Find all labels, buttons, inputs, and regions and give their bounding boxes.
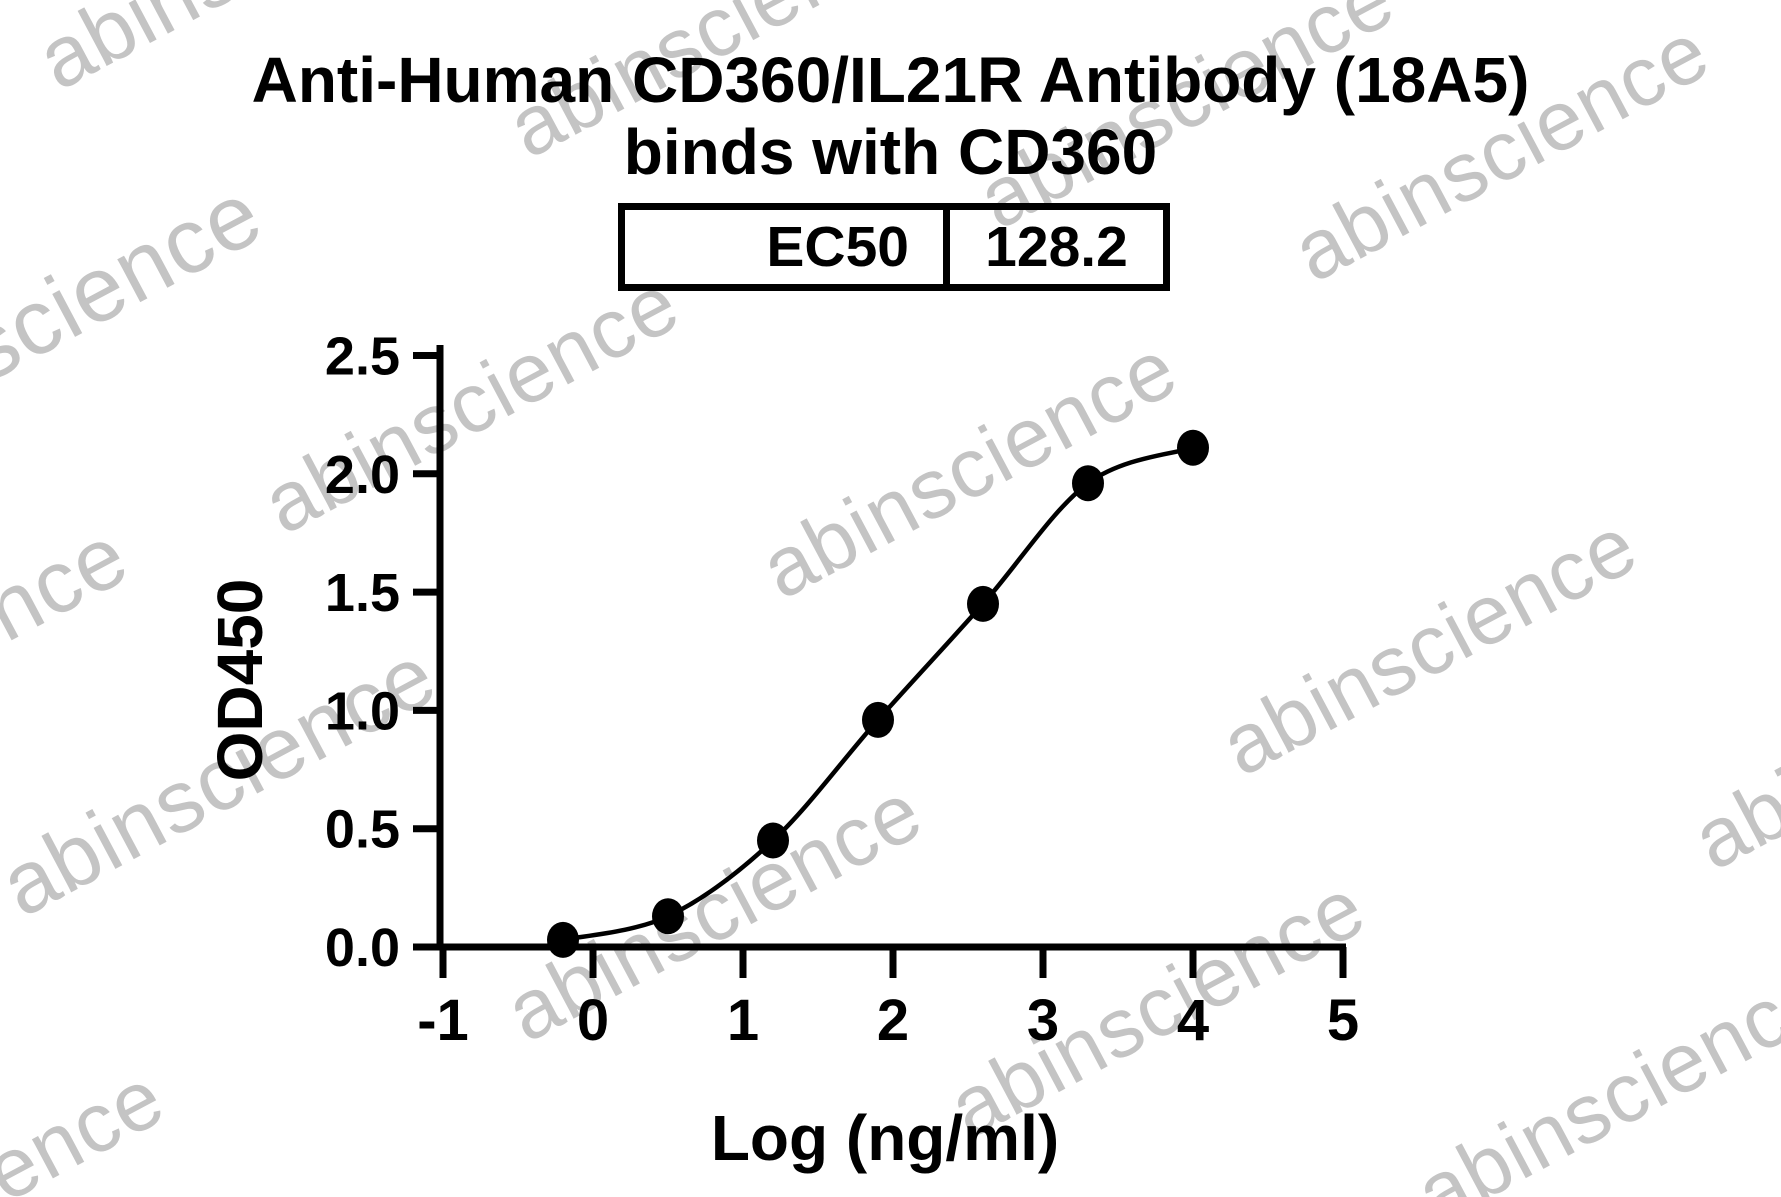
x-tick-label: 5 (1327, 988, 1359, 1053)
y-tick-label: 2.0 (325, 445, 400, 505)
data-points (547, 429, 1209, 958)
x-tick-label: 3 (1027, 988, 1059, 1053)
y-axis-ticks: 0.0 0.5 1.0 1.5 2.0 2.5 (325, 327, 440, 978)
data-point (967, 585, 999, 622)
chart-title-line1: Anti-Human CD360/IL21R Antibody (18A5) (251, 44, 1530, 116)
y-tick-label: 1.5 (325, 563, 400, 623)
y-axis-label: OD450 (204, 579, 276, 782)
data-point (547, 921, 579, 958)
x-tick-label: 2 (877, 988, 909, 1053)
data-point (757, 822, 789, 859)
data-point (652, 898, 684, 935)
y-tick-label: 0.0 (325, 918, 400, 978)
ec50-table: EC50 128.2 (618, 203, 1170, 291)
data-point (1072, 465, 1104, 502)
axes (436, 345, 1346, 951)
y-tick-label: 1.0 (325, 681, 400, 741)
x-tick-label: 0 (577, 988, 609, 1053)
x-tick-label: -1 (417, 988, 469, 1053)
fit-curve (562, 445, 1194, 943)
x-tick-label: 1 (727, 988, 759, 1053)
data-point (862, 701, 894, 738)
x-axis-label: Log (ng/ml) (711, 1102, 1059, 1174)
chart-title: Anti-Human CD360/IL21R Antibody (18A5) b… (0, 44, 1781, 188)
data-point (1177, 429, 1209, 466)
ec50-value-cell: 128.2 (985, 215, 1128, 279)
x-axis-ticks: -1 0 1 2 3 4 5 (417, 947, 1359, 1053)
x-tick-label: 4 (1177, 988, 1209, 1053)
chart-title-line2: binds with CD360 (623, 116, 1158, 188)
y-tick-label: 0.5 (325, 800, 400, 860)
ec50-label-cell: EC50 (625, 210, 950, 284)
y-tick-label: 2.5 (325, 327, 400, 387)
